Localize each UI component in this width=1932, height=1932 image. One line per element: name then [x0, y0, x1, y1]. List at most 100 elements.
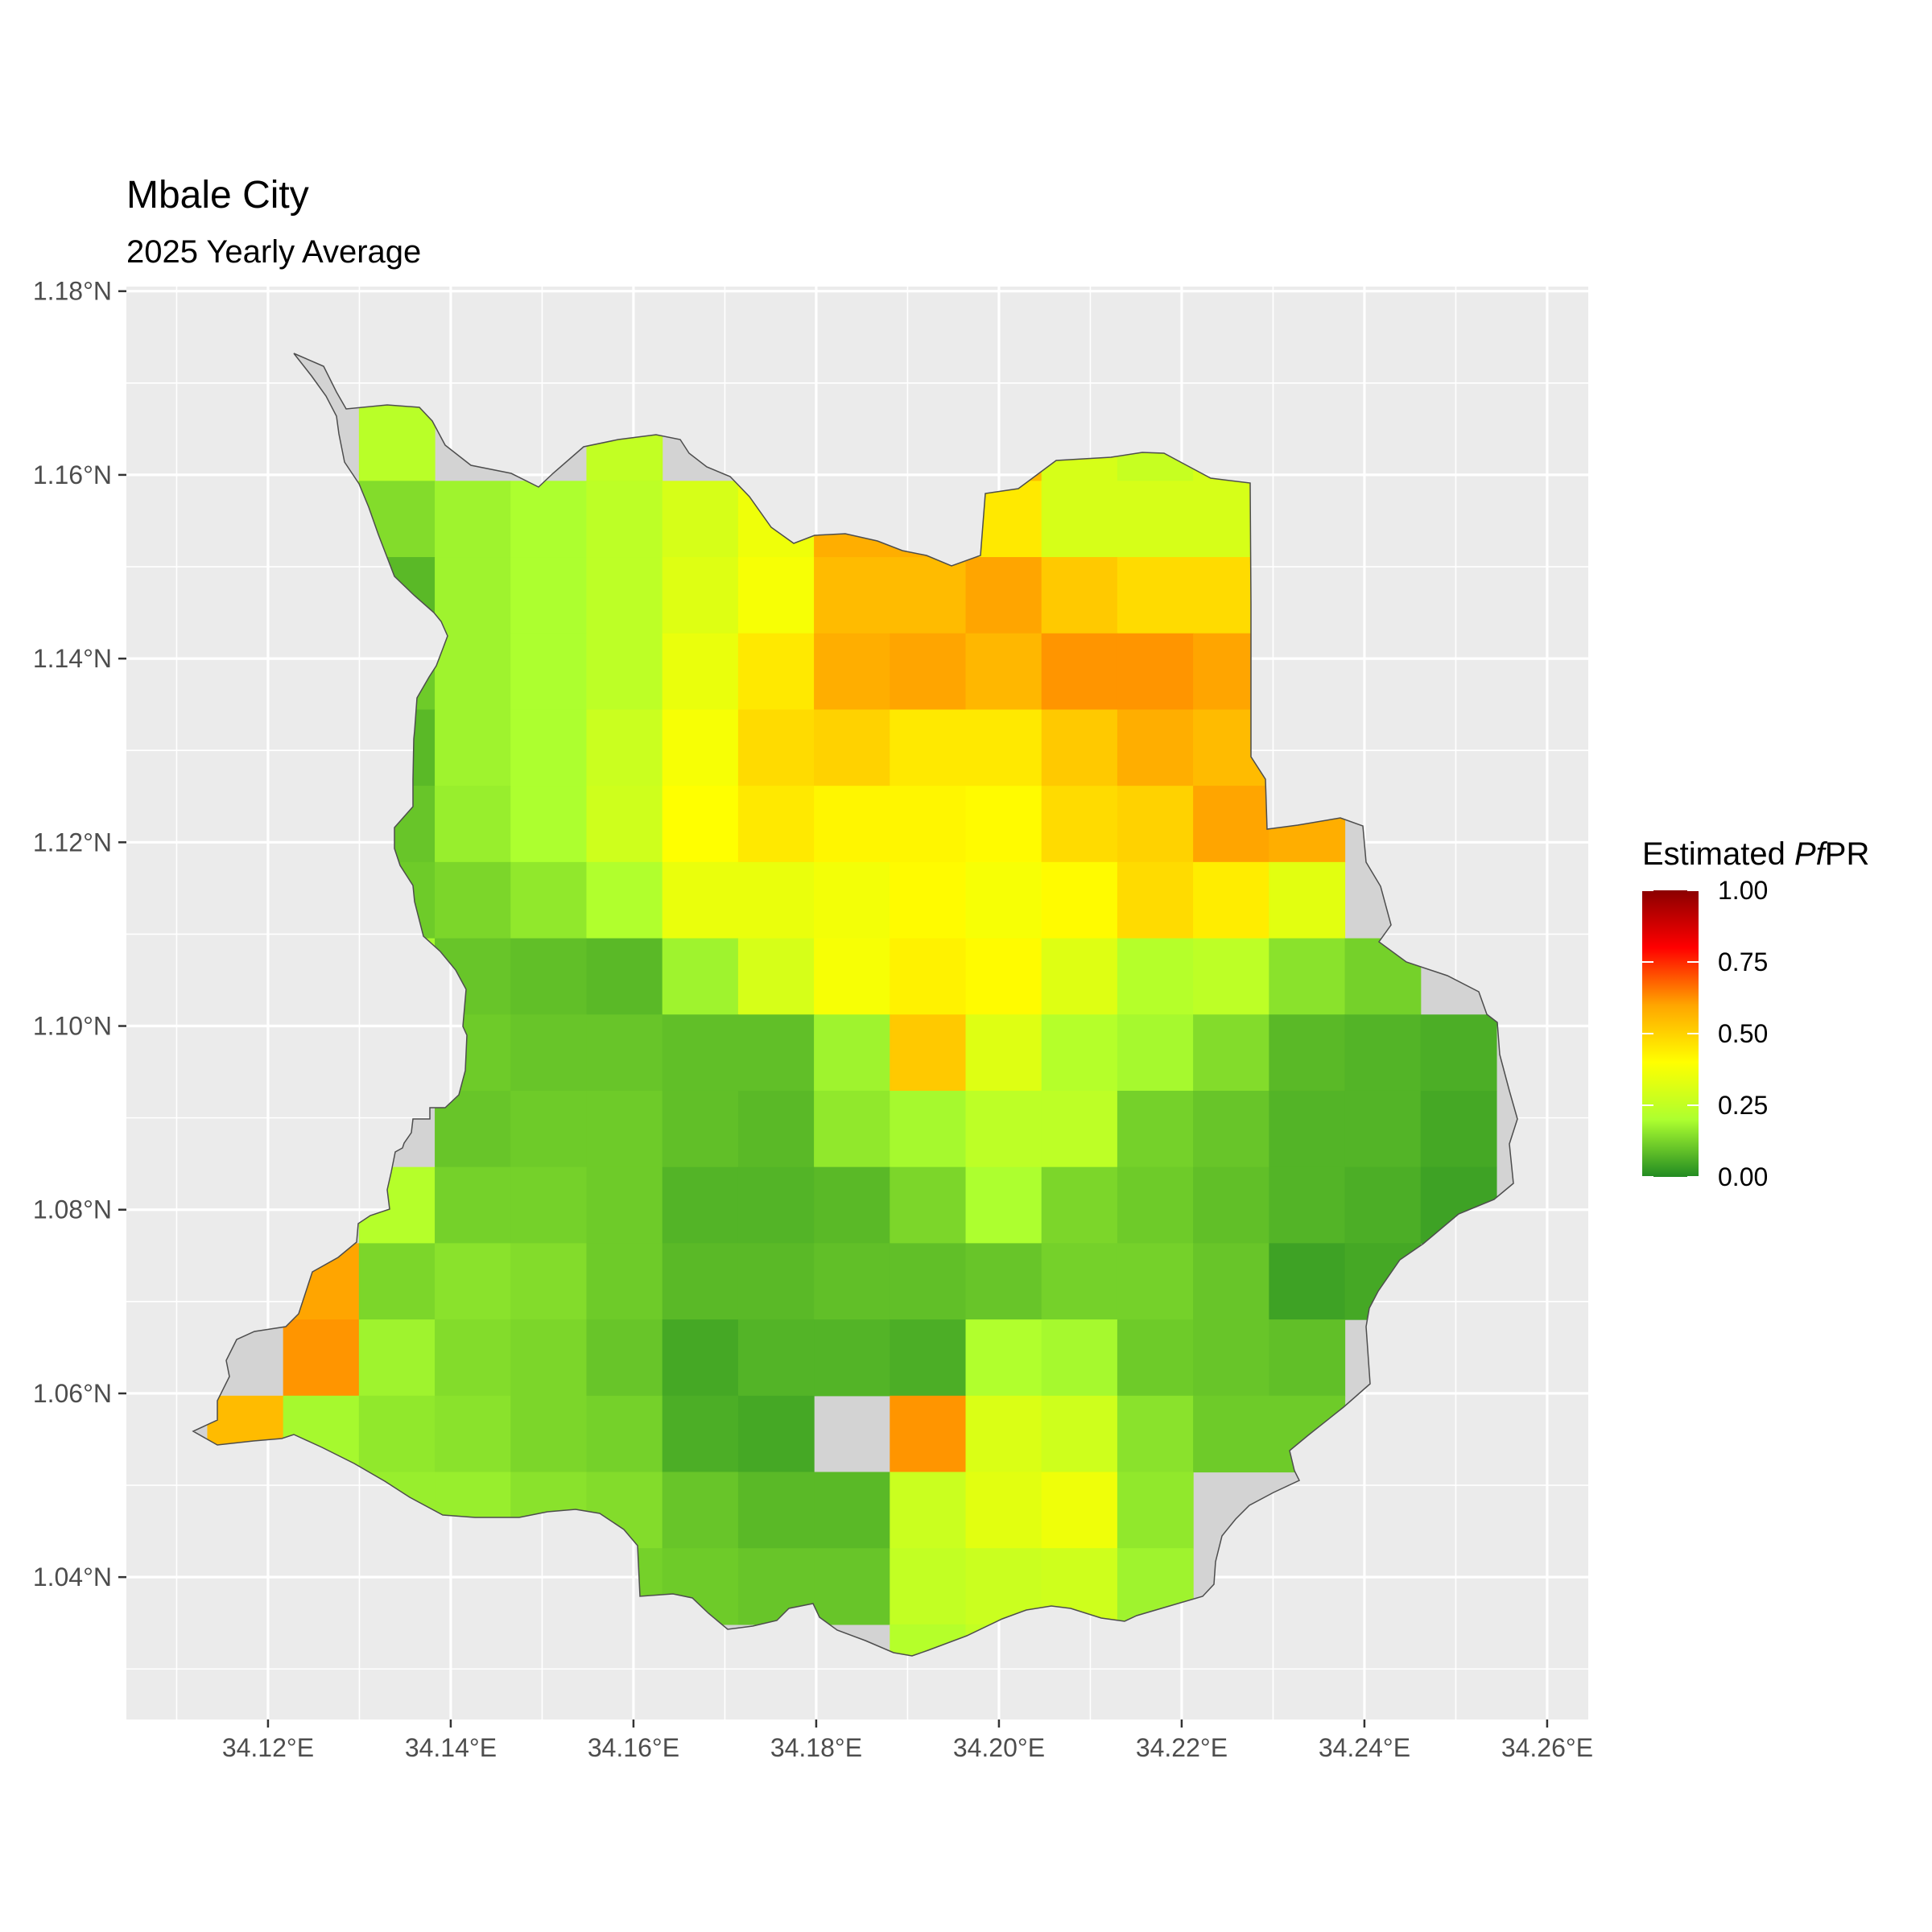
y-tick-label: 1.10°N — [33, 1012, 112, 1041]
pfpr-cell — [586, 1319, 663, 1397]
pfpr-cell — [890, 786, 967, 863]
pfpr-cell — [586, 1014, 663, 1092]
pfpr-cell — [890, 1319, 967, 1397]
pfpr-cell — [510, 1014, 588, 1092]
pfpr-cell — [965, 1014, 1042, 1092]
pfpr-cell — [965, 1090, 1042, 1168]
pfpr-cell — [662, 709, 739, 786]
x-tick-label: 34.12°E — [222, 1733, 314, 1762]
pfpr-cell — [1041, 557, 1118, 634]
x-tick-label: 34.16°E — [588, 1733, 679, 1762]
pfpr-cell — [358, 1395, 436, 1473]
y-tick-label: 1.06°N — [33, 1379, 112, 1408]
pfpr-cell — [662, 861, 739, 939]
pfpr-cell — [435, 861, 511, 939]
pfpr-cell — [814, 861, 890, 939]
pfpr-cell — [737, 1014, 815, 1092]
legend-tick-label: 0.25 — [1718, 1091, 1768, 1120]
pfpr-cell — [435, 1395, 511, 1473]
pfpr-cell — [510, 938, 588, 1015]
pfpr-cell — [890, 861, 967, 939]
pfpr-cell — [586, 938, 663, 1015]
pfpr-cell — [890, 1243, 967, 1320]
legend-title: Estimated PfPR — [1642, 836, 1869, 872]
pfpr-cell — [662, 557, 739, 634]
pfpr-cell — [1269, 1090, 1346, 1168]
pfpr-cell — [435, 1319, 511, 1397]
map-subtitle: 2025 Yearly Average — [126, 234, 421, 270]
y-tick-label: 1.12°N — [33, 828, 112, 857]
pfpr-cell — [1117, 786, 1194, 863]
pfpr-cell — [890, 557, 967, 634]
pfpr-cell — [510, 786, 588, 863]
pfpr-cell — [1041, 481, 1118, 558]
pfpr-cell — [283, 1319, 360, 1397]
pfpr-cell — [1041, 709, 1118, 786]
pfpr-cell — [814, 1472, 890, 1549]
x-tick-label: 34.18°E — [770, 1733, 862, 1762]
pfpr-cell — [737, 1090, 815, 1168]
x-tick-label: 34.20°E — [953, 1733, 1045, 1762]
pfpr-cell — [1117, 1395, 1194, 1473]
pfpr-cell — [965, 786, 1042, 863]
pfpr-cell — [737, 1319, 815, 1397]
pfpr-cell — [510, 633, 588, 711]
pfpr-cell — [510, 1090, 588, 1168]
pfpr-cell — [1193, 938, 1269, 1015]
pfpr-cell — [965, 633, 1042, 711]
pfpr-cell — [890, 1472, 967, 1549]
pfpr-cell — [814, 557, 890, 634]
pfpr-cell — [1420, 1090, 1497, 1168]
pfpr-cell — [1041, 1014, 1118, 1092]
pfpr-cell — [662, 1395, 739, 1473]
pfpr-cell — [586, 1090, 663, 1168]
pfpr-cell — [890, 633, 967, 711]
y-tick-label: 1.04°N — [33, 1563, 112, 1591]
pfpr-cell — [586, 1243, 663, 1320]
pfpr-cell — [586, 709, 663, 786]
pfpr-cell — [435, 709, 511, 786]
pfpr-cell — [1117, 938, 1194, 1015]
pfpr-cell — [586, 481, 663, 558]
pfpr-cell — [662, 1014, 739, 1092]
pfpr-cell — [1269, 1166, 1346, 1244]
legend-tick-label: 0.50 — [1718, 1019, 1768, 1048]
pfpr-cell — [586, 861, 663, 939]
pfpr-cell — [737, 861, 815, 939]
pfpr-cell — [890, 938, 967, 1015]
pfpr-cell — [358, 404, 436, 481]
pfpr-cell — [510, 557, 588, 634]
pfpr-cell — [1117, 861, 1194, 939]
pfpr-cell — [662, 938, 739, 1015]
pfpr-cell — [435, 557, 511, 634]
y-tick-label: 1.08°N — [33, 1195, 112, 1224]
pfpr-cell — [1269, 1243, 1346, 1320]
pfpr-cell — [737, 557, 815, 634]
pfpr-cell — [662, 1166, 739, 1244]
y-tick-label: 1.16°N — [33, 460, 112, 489]
pfpr-cell — [814, 1014, 890, 1092]
pfpr-cell — [510, 481, 588, 558]
pfpr-cell — [737, 1395, 815, 1473]
pfpr-cell — [1041, 1243, 1118, 1320]
pfpr-cell — [814, 1319, 890, 1397]
x-tick-label: 34.22°E — [1136, 1733, 1228, 1762]
pfpr-cell — [1344, 1166, 1422, 1244]
pfpr-cell — [814, 786, 890, 863]
pfpr-cell — [662, 1472, 739, 1549]
pfpr-cell — [510, 1319, 588, 1397]
pfpr-cell — [965, 938, 1042, 1015]
pfpr-cell — [1117, 1243, 1194, 1320]
pfpr-cell — [662, 1090, 739, 1168]
pfpr-cell — [586, 1395, 663, 1473]
pfpr-cell — [965, 1166, 1042, 1244]
pfpr-cell — [510, 709, 588, 786]
pfpr-cell — [1117, 1472, 1194, 1549]
pfpr-cell — [435, 633, 511, 711]
city-boundary — [192, 353, 1518, 1657]
pfpr-cell — [1041, 786, 1118, 863]
pfpr-cell — [965, 1472, 1042, 1549]
y-tick-label: 1.18°N — [33, 277, 112, 306]
pfpr-cell — [1193, 786, 1269, 863]
